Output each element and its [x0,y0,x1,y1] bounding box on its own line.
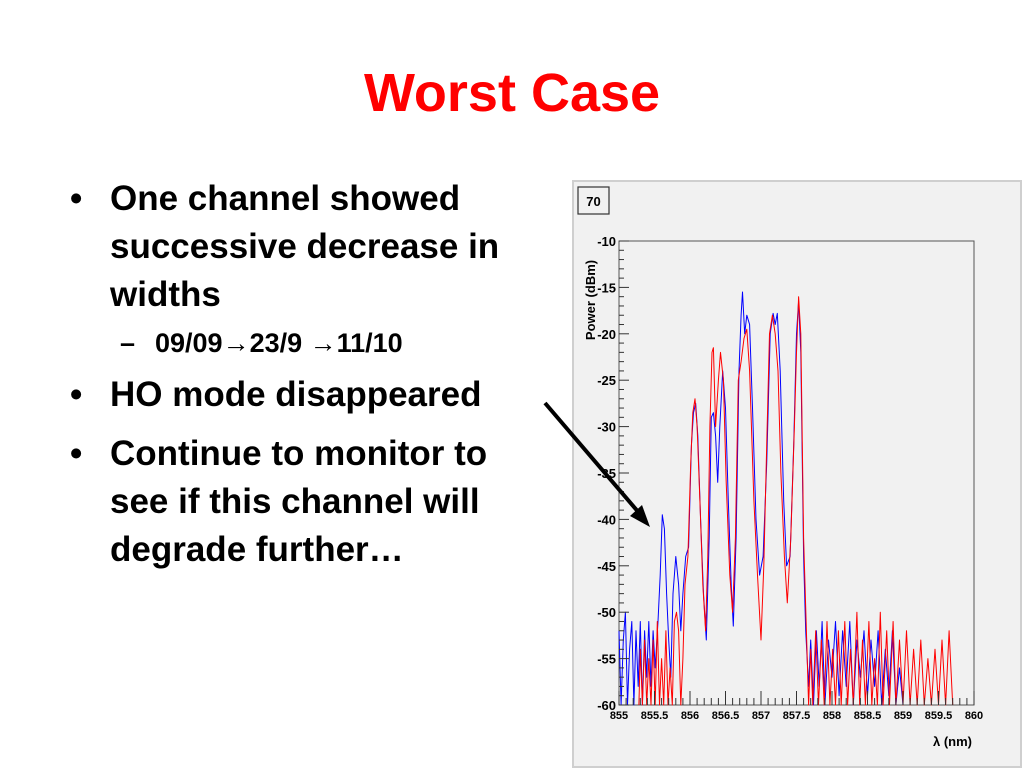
y-axis-label: Power (dBm) [583,260,598,340]
arrow-head [630,505,650,527]
bullet-line: Continue to monitor to [110,434,488,473]
bullet-dot: • [70,434,83,473]
bullet-line: HO mode disappeared [110,375,482,414]
y-tick-label: -40 [597,512,616,527]
x-tick-label: 855 [610,710,628,722]
bullet-item: • One channel showed successive decrease… [70,175,570,319]
x-axis-label: λ (nm) [933,734,972,749]
series-red-line [638,296,954,706]
chart-title: 70 [586,194,600,209]
y-tick-label: -20 [597,327,616,342]
sub-bullet-text: 09/09→23/9 →11/10 [155,328,403,358]
y-tick-label: -10 [597,234,616,249]
y-tick-label: -45 [597,559,616,574]
slide-title: Worst Case [363,63,661,123]
x-tick-label: 858.5 [854,710,882,722]
bullet-line: see if this channel will [110,482,480,521]
y-tick-label: -25 [597,373,616,388]
bullet-dot: • [70,375,83,414]
y-tick-label: -50 [597,605,616,620]
x-tick-label: 860 [965,710,983,722]
x-tick-label: 857 [752,710,770,722]
y-tick-label: -30 [597,420,616,435]
bullet-line: degrade further… [110,530,404,569]
x-tick-label: 859.5 [925,710,953,722]
bullet-dot: • [70,179,83,218]
bullet-line: successive decrease in [110,227,500,266]
bullet-line: widths [110,275,221,314]
x-tick-label: 857.5 [783,710,811,722]
x-tick-label: 856 [681,710,699,722]
bullet-item: • HO mode disappeared [70,371,570,419]
y-tick-label: -55 [597,652,616,667]
arrow-shaft [543,401,642,516]
bullet-list: • One channel showed successive decrease… [70,175,570,574]
bullet-item: • Continue to monitor to see if this cha… [70,430,570,574]
sub-bullet-item: –09/09→23/9 →11/10 [70,319,570,367]
sub-bullet-dash: – [120,328,136,358]
y-tick-label: -15 [597,280,616,295]
plot-area: -10-15-20-25-30-35-40-45-50-55-60855855.… [597,234,983,722]
x-tick-label: 856.5 [712,710,740,722]
x-tick-label: 858 [823,710,841,722]
chart-title-box: 70 [577,186,610,215]
bullet-line: One channel showed [110,179,461,218]
y-tick-label: -60 [597,698,616,713]
x-tick-label: 855.5 [641,710,669,722]
annotation-arrow [543,401,650,527]
x-tick-label: 859 [894,710,912,722]
chart-title-border [577,186,610,215]
